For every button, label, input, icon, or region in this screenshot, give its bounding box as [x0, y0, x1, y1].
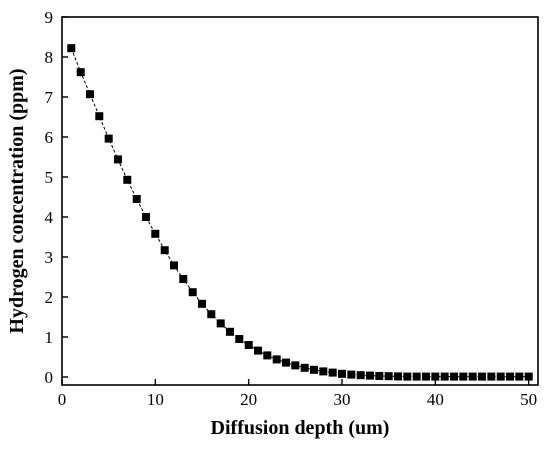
- data-point: [282, 358, 290, 367]
- data-point: [375, 372, 384, 380]
- y-tick-label: 9: [45, 8, 54, 27]
- x-tick-label: 30: [334, 390, 351, 409]
- y-tick-label: 1: [45, 328, 54, 347]
- x-tick-label: 50: [520, 390, 537, 409]
- y-tick-label: 3: [45, 248, 54, 267]
- data-point: [291, 361, 300, 370]
- data-point: [263, 351, 272, 360]
- data-point: [235, 335, 244, 343]
- y-tick-label: 8: [45, 48, 54, 67]
- data-point: [104, 134, 113, 143]
- data-point: [142, 213, 150, 221]
- data-point: [272, 355, 281, 364]
- data-point: [478, 372, 486, 381]
- data-point: [412, 372, 421, 381]
- data-point: [468, 372, 477, 381]
- data-point: [328, 368, 337, 377]
- y-tick-label: 2: [45, 288, 54, 307]
- data-point: [319, 367, 328, 376]
- data-point: [132, 195, 141, 203]
- data-point: [254, 346, 262, 355]
- x-tick-label: 40: [427, 390, 444, 409]
- data-point: [198, 299, 206, 308]
- data-point: [403, 372, 412, 381]
- data-point: [347, 370, 356, 379]
- data-point: [366, 371, 374, 380]
- data-point: [496, 372, 505, 381]
- x-tick-label: 20: [240, 390, 257, 409]
- data-point: [226, 327, 234, 336]
- x-tick-label: 0: [58, 390, 67, 409]
- data-point: [123, 175, 132, 184]
- y-tick-label: 5: [45, 168, 54, 187]
- series-line: [70, 48, 529, 378]
- data-point: [384, 372, 393, 381]
- y-tick-label: 7: [45, 88, 54, 107]
- data-point: [95, 112, 104, 121]
- data-point: [487, 372, 496, 381]
- data-point: [338, 369, 346, 378]
- y-tick-label: 4: [45, 208, 54, 227]
- data-point: [300, 363, 309, 372]
- data-point: [207, 310, 216, 319]
- data-point: [515, 372, 524, 381]
- y-tick-label: 0: [45, 368, 54, 387]
- data-point: [450, 372, 458, 381]
- data-point: [422, 372, 430, 381]
- data-point: [67, 44, 76, 53]
- data-point: [170, 261, 178, 270]
- data-point: [431, 372, 440, 381]
- data-point: [356, 371, 365, 380]
- data-point: [506, 372, 514, 381]
- data-point: [524, 372, 533, 381]
- data-point: [179, 275, 188, 283]
- data-point: [459, 372, 468, 381]
- series-line-path: [70, 48, 529, 378]
- data-point: [114, 155, 122, 164]
- data-point: [76, 68, 85, 77]
- data-point: [188, 288, 197, 297]
- data-point: [151, 229, 160, 238]
- data-point: [440, 372, 449, 381]
- series-markers: [67, 44, 533, 381]
- data-point: [244, 341, 253, 349]
- axis-ticks: 0 10 20 30 40 50 0 1 2 3 4 5 6 7 8 9: [45, 8, 538, 409]
- data-point: [216, 319, 225, 328]
- y-tick-label: 6: [45, 128, 54, 147]
- x-axis-title: Diffusion depth (um): [211, 417, 390, 439]
- data-point: [160, 246, 169, 255]
- y-axis-title: Hydrogen concentration (ppm): [6, 68, 28, 333]
- data-point: [394, 372, 402, 381]
- data-point: [310, 365, 318, 374]
- x-tick-label: 10: [147, 390, 164, 409]
- data-point: [86, 90, 94, 99]
- plot-frame: [61, 16, 539, 386]
